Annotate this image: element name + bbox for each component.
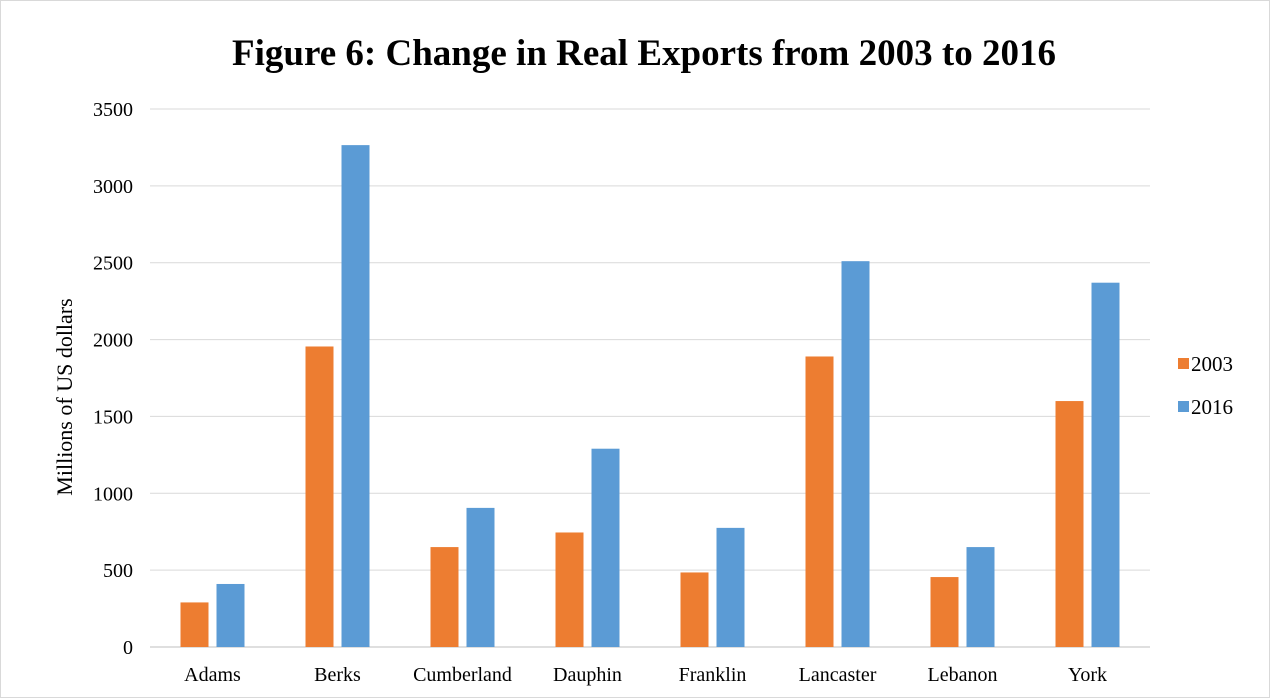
bar-dauphin-2016	[591, 448, 620, 647]
y-tick-label: 500	[103, 560, 133, 582]
legend-swatch-2003	[1178, 358, 1189, 369]
bar-adams-2016	[216, 583, 245, 647]
x-tick-label: Franklin	[679, 664, 747, 686]
y-tick-label: 2500	[93, 253, 133, 275]
gridlines	[150, 108, 1150, 648]
x-tick-label: Cumberland	[413, 664, 512, 686]
bar-franklin-2003	[680, 572, 709, 647]
y-tick-label: 1500	[93, 406, 133, 428]
bars	[180, 145, 1120, 647]
bar-lebanon-2003	[930, 577, 959, 647]
x-tick-label: York	[1068, 664, 1107, 686]
bar-lebanon-2016	[966, 547, 995, 647]
y-tick-label: 3000	[93, 176, 133, 198]
y-tick-label: 1000	[93, 483, 133, 505]
x-tick-label: Lancaster	[799, 664, 877, 686]
legend: 2003 2016	[1178, 352, 1233, 419]
x-tick-label: Berks	[314, 664, 361, 686]
x-tick-label: Lebanon	[928, 664, 998, 686]
x-tick-label: Adams	[184, 664, 241, 686]
legend-label-2016: 2016	[1191, 395, 1233, 419]
x-tick-label: Dauphin	[553, 664, 622, 686]
legend-swatch-2016	[1178, 401, 1189, 412]
y-tick-label: 3500	[93, 99, 133, 121]
bar-cumberland-2016	[466, 507, 495, 647]
bar-lancaster-2016	[841, 261, 870, 647]
legend-label-2003: 2003	[1191, 352, 1233, 376]
bar-franklin-2016	[716, 527, 745, 647]
bar-berks-2003	[305, 346, 334, 647]
bar-berks-2016	[341, 145, 370, 647]
y-tick-label: 0	[123, 637, 133, 659]
tick-labels: 0 500 1000 1500 2000 2500 3000 3500 Adams Berks Cu…	[93, 99, 1107, 686]
bar-adams-2003	[180, 602, 209, 647]
bar-york-2016	[1091, 282, 1120, 647]
y-axis-label: Millions of US dollars	[52, 298, 77, 495]
bar-dauphin-2003	[555, 532, 584, 647]
bar-york-2003	[1055, 401, 1084, 647]
bar-cumberland-2003	[430, 547, 459, 647]
bar-lancaster-2003	[805, 356, 834, 647]
chart-title: Figure 6: Change in Real Exports from 20…	[232, 33, 1056, 74]
y-tick-label: 2000	[93, 330, 133, 352]
